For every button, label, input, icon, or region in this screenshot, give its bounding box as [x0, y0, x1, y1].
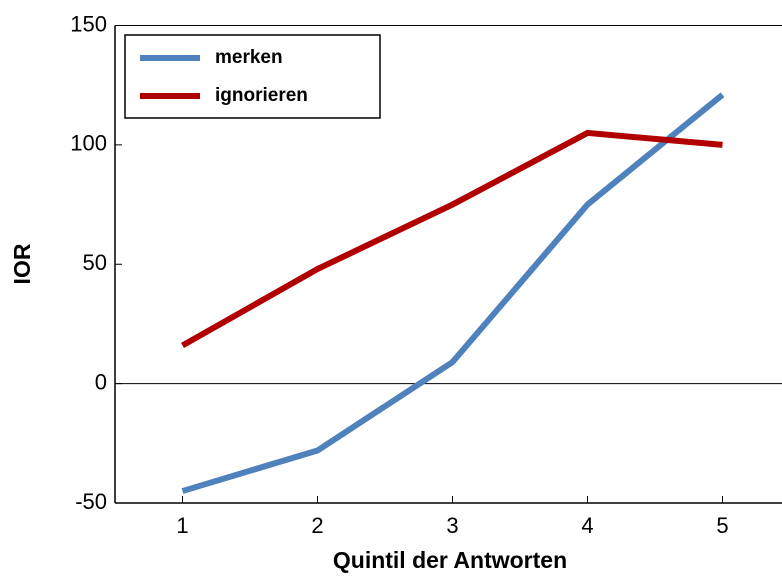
legend-box	[124, 34, 381, 119]
x-tick-label: 3	[446, 513, 458, 538]
x-tick-label: 1	[176, 513, 188, 538]
legend-label: merken	[215, 47, 283, 68]
y-tick-label: 150	[70, 11, 107, 36]
y-tick-label: -50	[75, 489, 107, 514]
x-axis-label: Quintil der Antworten	[333, 547, 567, 573]
y-axis-label: IOR	[9, 243, 35, 284]
y-tick-label: 100	[70, 131, 107, 156]
y-tick-label: 0	[95, 369, 107, 394]
x-tick-label: 4	[581, 513, 593, 538]
series-line	[181, 129, 723, 349]
x-tick-label: 5	[716, 513, 728, 538]
series-line	[181, 92, 725, 494]
x-tick-label: 2	[311, 513, 323, 538]
legend-label: ignorieren	[215, 85, 308, 106]
y-tick-label: 50	[83, 250, 107, 275]
legend: merken ignorieren	[124, 34, 381, 119]
